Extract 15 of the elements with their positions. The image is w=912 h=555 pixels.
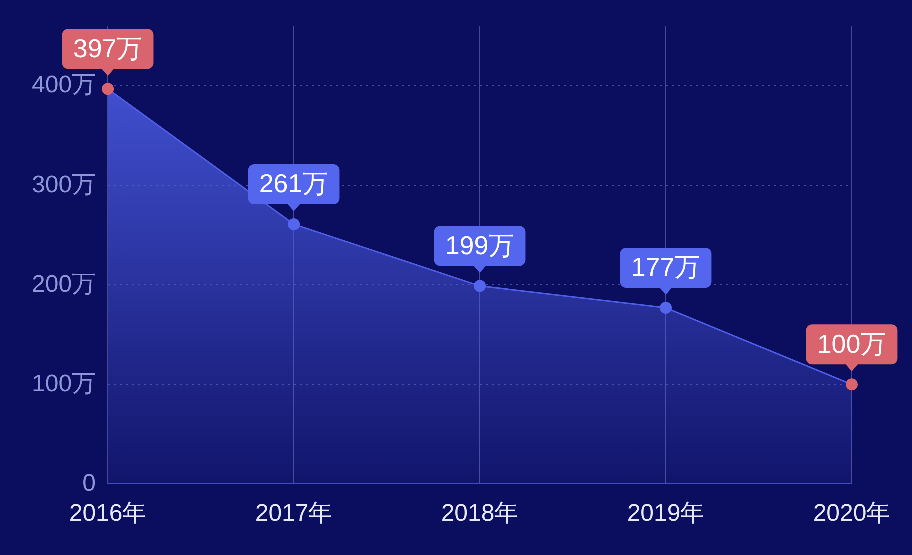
x-tick-label: 2020年 [813,500,891,528]
x-tick-label: 2017年 [255,500,333,528]
y-tick-label: 100万 [32,370,96,398]
point [660,302,672,314]
y-tick-label: 0 [82,470,96,497]
point [288,218,300,230]
x-tick-label: 2016年 [69,500,147,528]
y-tick-label: 200万 [32,270,96,298]
y-tick-label: 300万 [32,171,96,198]
y-tick-label: 400万 [32,72,96,99]
point [102,83,114,96]
point [474,280,486,292]
point [846,378,858,391]
x-tick-label: 2018年 [441,500,519,528]
x-tick-label: 2019年 [627,500,705,528]
